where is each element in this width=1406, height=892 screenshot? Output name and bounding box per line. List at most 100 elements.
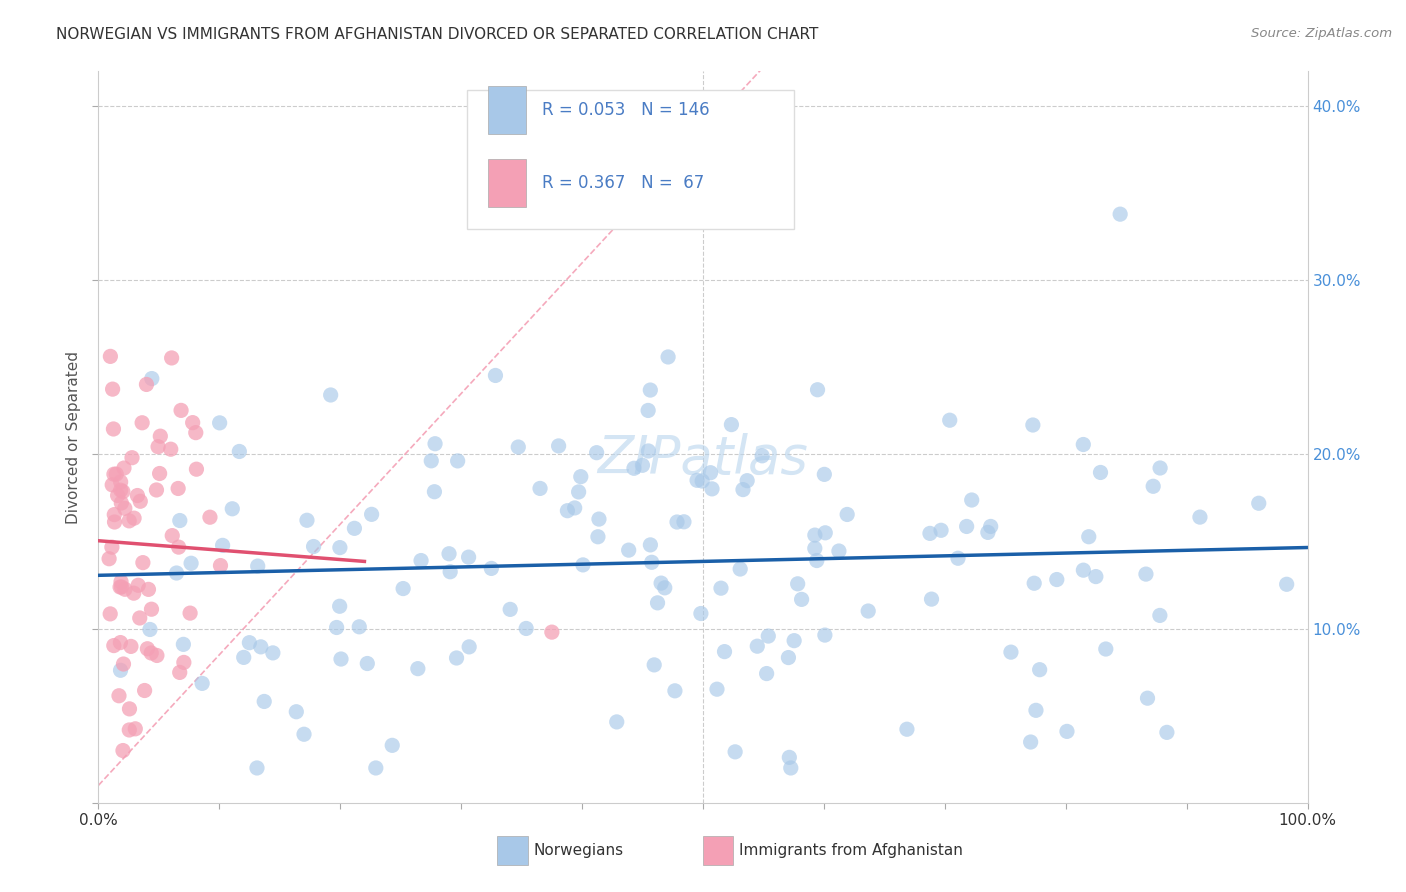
Point	[329, 599, 352, 614]
Point	[896, 723, 918, 737]
Point	[672, 515, 695, 529]
Point	[108, 580, 131, 594]
Point	[295, 513, 318, 527]
Point	[1084, 569, 1107, 583]
Point	[479, 561, 502, 575]
Text: R = 0.053   N = 146: R = 0.053 N = 146	[543, 101, 710, 119]
Point	[588, 512, 610, 526]
Point	[100, 350, 122, 364]
Point	[1149, 608, 1171, 623]
Point	[643, 657, 665, 672]
Point	[211, 538, 233, 552]
Text: NORWEGIAN VS IMMIGRANTS FROM AFGHANISTAN DIVORCED OR SEPARATED CORRELATION CHART: NORWEGIAN VS IMMIGRANTS FROM AFGHANISTAN…	[56, 27, 818, 42]
Point	[138, 582, 160, 597]
Point	[349, 620, 371, 634]
Point	[778, 650, 800, 665]
Point	[111, 743, 134, 757]
Point	[1024, 576, 1046, 591]
Point	[98, 607, 121, 621]
Y-axis label: Divorced or Separated: Divorced or Separated	[66, 351, 82, 524]
Point	[131, 416, 153, 430]
Point	[1025, 703, 1047, 717]
Point	[343, 521, 366, 535]
Point	[724, 745, 747, 759]
Point	[856, 604, 879, 618]
Point	[747, 639, 769, 653]
Point	[262, 646, 284, 660]
Point	[1056, 724, 1078, 739]
Point	[977, 525, 1000, 540]
Point	[209, 558, 232, 573]
Point	[755, 666, 778, 681]
Point	[666, 515, 689, 529]
Point	[686, 473, 709, 487]
Point	[232, 650, 254, 665]
Point	[1156, 725, 1178, 739]
Point	[107, 488, 129, 502]
Point	[437, 547, 460, 561]
Point	[929, 523, 952, 537]
Point	[1188, 510, 1211, 524]
Point	[664, 683, 686, 698]
Point	[806, 553, 828, 567]
Point	[1142, 479, 1164, 493]
Point	[1275, 577, 1298, 591]
Point	[921, 592, 943, 607]
Point	[946, 551, 969, 566]
Text: R = 0.367   N =  67: R = 0.367 N = 67	[543, 174, 704, 192]
Point	[1046, 573, 1069, 587]
Point	[446, 651, 468, 665]
Point	[208, 416, 231, 430]
Text: Immigrants from Afghanistan: Immigrants from Afghanistan	[740, 843, 963, 858]
Point	[108, 689, 131, 703]
Point	[557, 504, 579, 518]
Point	[783, 633, 806, 648]
Point	[779, 761, 801, 775]
Point	[167, 540, 190, 554]
Point	[160, 351, 183, 365]
Point	[606, 714, 628, 729]
Point	[180, 556, 202, 570]
Bar	[488, 86, 526, 134]
Point	[221, 501, 243, 516]
Point	[814, 628, 837, 642]
Point	[540, 625, 562, 640]
Point	[181, 416, 204, 430]
Point	[141, 646, 163, 660]
Point	[641, 555, 664, 569]
Point	[356, 657, 378, 671]
Point	[184, 425, 207, 440]
Point	[1077, 530, 1099, 544]
Point	[198, 510, 221, 524]
Point	[285, 705, 308, 719]
Point	[640, 538, 662, 552]
Point	[110, 663, 132, 677]
Point	[423, 484, 446, 499]
Point	[167, 482, 190, 496]
Point	[149, 429, 172, 443]
Point	[409, 553, 432, 567]
Point	[980, 519, 1002, 533]
Point	[956, 519, 979, 533]
Point	[728, 562, 751, 576]
Point	[650, 576, 672, 591]
Point	[169, 514, 191, 528]
Point	[101, 540, 124, 554]
Point	[103, 515, 125, 529]
Point	[186, 462, 208, 476]
Point	[360, 508, 382, 522]
Point	[111, 484, 134, 499]
Point	[139, 623, 162, 637]
Point	[110, 574, 132, 589]
Point	[572, 558, 595, 572]
Point	[98, 551, 121, 566]
Point	[110, 580, 132, 594]
Point	[110, 496, 132, 510]
Point	[508, 440, 530, 454]
Point	[302, 540, 325, 554]
Point	[146, 648, 169, 663]
Point	[1073, 563, 1095, 577]
Point	[179, 606, 201, 620]
Point	[1090, 466, 1112, 480]
Point	[406, 662, 429, 676]
